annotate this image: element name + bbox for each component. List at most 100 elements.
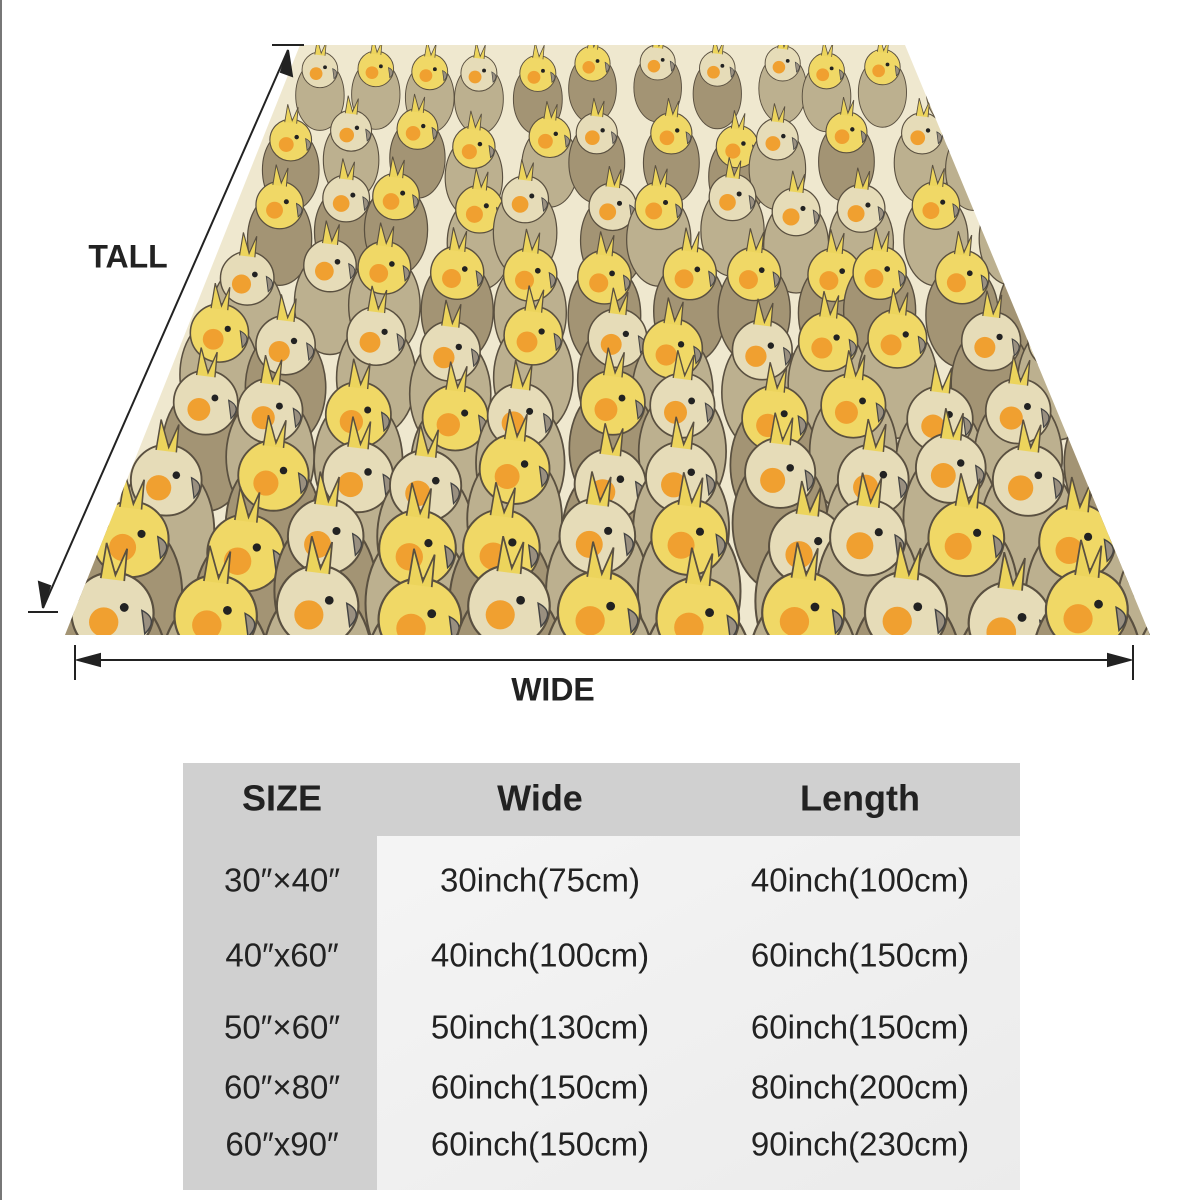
- bird-eye: [1017, 612, 1027, 622]
- cockatiel: [362, 548, 478, 635]
- bird-cheek: [782, 208, 800, 226]
- bird-eye: [350, 192, 356, 198]
- bird-eye: [334, 258, 341, 265]
- bird-eye: [780, 410, 788, 418]
- table-header: Wide: [497, 778, 583, 819]
- cockatiel: [351, 45, 401, 130]
- bird-crest: [1004, 164, 1021, 187]
- bird-crest: [314, 45, 327, 56]
- bird-beak: [550, 71, 556, 84]
- bird-beak: [791, 136, 798, 151]
- bird-cheek: [465, 205, 483, 223]
- bird-cheek: [266, 201, 283, 219]
- size-cell: 60″×80″: [224, 1069, 340, 1106]
- bird-eye: [609, 270, 615, 277]
- bird-crest: [314, 471, 340, 507]
- bird-beak: [306, 342, 315, 362]
- bird-eye: [884, 266, 891, 272]
- bird-crest: [262, 415, 287, 448]
- bird-crest: [1017, 419, 1042, 453]
- bird-cheek: [872, 64, 885, 78]
- bird-crest: [238, 232, 258, 258]
- bird-cheek: [419, 69, 433, 83]
- cockatiel: [746, 542, 861, 635]
- bird-eye: [1139, 467, 1148, 476]
- bird-eye: [781, 133, 786, 139]
- cockatiel: [849, 541, 963, 635]
- bird-beak: [297, 471, 308, 495]
- cockatiel: [295, 45, 345, 131]
- bird-eye: [483, 203, 489, 209]
- bird-cheek: [1089, 411, 1114, 436]
- bird-beak: [538, 465, 549, 488]
- bird-beak: [704, 402, 714, 423]
- bird-crest: [472, 168, 489, 191]
- bird-cheek: [997, 201, 1015, 219]
- cockatiel: [952, 551, 1068, 635]
- bird-crest: [677, 472, 704, 508]
- bird-eye: [1114, 408, 1122, 416]
- bird-eye: [400, 190, 406, 196]
- bird-cheek: [725, 143, 741, 159]
- cockatiel: [692, 45, 742, 130]
- bird-crest: [944, 45, 957, 51]
- bird-beak: [675, 203, 682, 219]
- dimension-cell: 60inch(150cm): [751, 1009, 969, 1046]
- cockatiel: [758, 45, 808, 124]
- bird-beak: [812, 209, 820, 225]
- cockatiel: [65, 542, 170, 635]
- size-cell: 40″x60″: [225, 937, 339, 974]
- bird-cheek: [442, 269, 461, 288]
- bird-eye: [541, 68, 545, 73]
- bird-cheek: [864, 269, 884, 288]
- bird-cheek: [1007, 475, 1034, 501]
- bird-eye: [1094, 599, 1103, 609]
- bird-crest: [321, 220, 340, 245]
- bird-cheek: [253, 470, 279, 496]
- bird-eye: [252, 543, 261, 552]
- bird-cheek: [910, 130, 926, 146]
- bird-eye: [902, 331, 909, 338]
- bird-beak: [1040, 407, 1050, 429]
- bird-cheek: [202, 328, 224, 350]
- bird-beak: [450, 482, 460, 505]
- bird-cheek: [974, 336, 996, 358]
- dimension-cell: 60inch(150cm): [431, 1069, 649, 1106]
- bird-beak: [396, 333, 405, 352]
- bird-beak: [1077, 337, 1086, 356]
- dimension-cell: 40inch(100cm): [431, 937, 649, 974]
- bird-eye: [736, 191, 742, 197]
- bird-cheek: [1063, 604, 1093, 634]
- bird-crest: [876, 45, 890, 54]
- cockatiel: [978, 164, 1044, 286]
- bird-eye: [520, 460, 529, 468]
- bird-crest: [862, 418, 887, 453]
- bird-cheek: [940, 62, 953, 75]
- bird-eye: [800, 205, 806, 211]
- bird-eye: [675, 128, 680, 133]
- bird-head: [1027, 309, 1088, 371]
- bird-eye: [529, 193, 535, 199]
- bird-cheek: [811, 337, 833, 359]
- bird-cheek: [847, 205, 865, 223]
- bird-crest: [795, 480, 822, 517]
- bird-beak: [611, 131, 617, 145]
- bird-crest: [1008, 355, 1031, 386]
- bird-beak: [936, 131, 942, 145]
- bird-crest: [1158, 488, 1183, 524]
- bird-crest: [672, 350, 695, 381]
- bird-cheek: [433, 346, 455, 369]
- bird-crest: [1065, 476, 1092, 513]
- bird-beak: [491, 71, 497, 83]
- bird-cheek: [664, 400, 688, 424]
- bird-beak: [1131, 413, 1141, 435]
- bird-crest: [590, 97, 605, 118]
- bird-crest: [788, 170, 806, 194]
- bird-crest: [753, 298, 774, 327]
- bird-crest: [982, 290, 1003, 319]
- dimension-cell: 50inch(130cm): [431, 1009, 649, 1046]
- bird-beak: [265, 275, 274, 293]
- bird-crest: [596, 231, 615, 257]
- bird-crest: [840, 96, 855, 117]
- bird-eye: [431, 476, 440, 485]
